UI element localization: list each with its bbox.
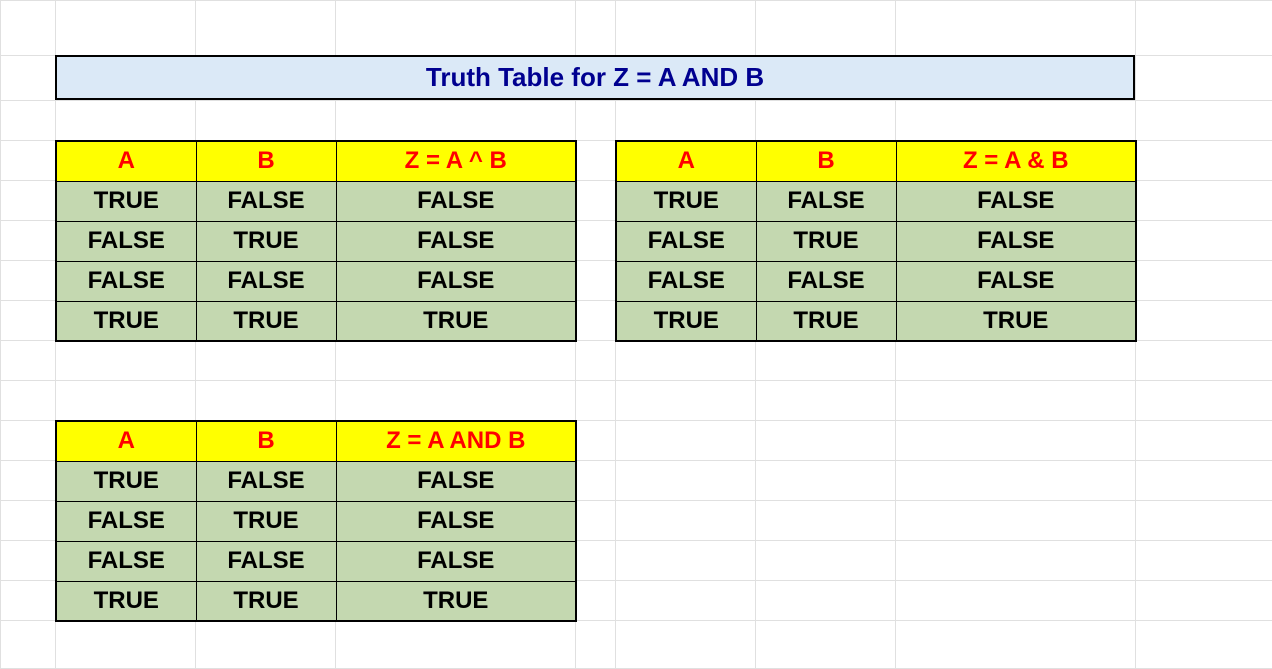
table-cell: FALSE xyxy=(336,461,576,501)
table-row: FALSETRUEFALSE xyxy=(56,501,576,541)
table-cell: FALSE xyxy=(756,181,896,221)
table-cell: TRUE xyxy=(56,181,196,221)
table-cell: FALSE xyxy=(56,541,196,581)
table-header-cell: Z = A AND B xyxy=(336,421,576,461)
table-cell: TRUE xyxy=(56,581,196,621)
table-header-cell: B xyxy=(196,421,336,461)
table-cell: FALSE xyxy=(56,261,196,301)
table-cell: FALSE xyxy=(336,501,576,541)
table-header-cell: B xyxy=(196,141,336,181)
table-cell: TRUE xyxy=(196,221,336,261)
table-row: TRUEFALSEFALSE xyxy=(616,181,1136,221)
table-header-cell: A xyxy=(56,141,196,181)
table-row: TRUETRUETRUE xyxy=(56,581,576,621)
table-cell: TRUE xyxy=(336,581,576,621)
table-cell: FALSE xyxy=(896,181,1136,221)
table-header-cell: Z = A & B xyxy=(896,141,1136,181)
table-cell: FALSE xyxy=(896,221,1136,261)
table-row: TRUEFALSEFALSE xyxy=(56,181,576,221)
title-banner: Truth Table for Z = A AND B xyxy=(55,55,1135,100)
truth-table: ABZ = A AND BTRUEFALSEFALSEFALSETRUEFALS… xyxy=(55,420,577,622)
table-cell: TRUE xyxy=(56,301,196,341)
table-cell: FALSE xyxy=(56,221,196,261)
table-cell: FALSE xyxy=(196,461,336,501)
table-cell: FALSE xyxy=(336,221,576,261)
table-row: TRUETRUETRUE xyxy=(56,301,576,341)
table-row: TRUEFALSEFALSE xyxy=(56,461,576,501)
table-header-cell: B xyxy=(756,141,896,181)
table-cell: FALSE xyxy=(196,261,336,301)
table-cell: TRUE xyxy=(196,501,336,541)
table-row: FALSETRUEFALSE xyxy=(56,221,576,261)
table-cell: FALSE xyxy=(56,501,196,541)
table-row: FALSEFALSEFALSE xyxy=(616,261,1136,301)
table-row: FALSEFALSEFALSE xyxy=(56,261,576,301)
table-header-cell: Z = A ^ B xyxy=(336,141,576,181)
table-cell: FALSE xyxy=(896,261,1136,301)
table-cell: FALSE xyxy=(336,181,576,221)
table-cell: TRUE xyxy=(56,461,196,501)
truth-table: ABZ = A & BTRUEFALSEFALSEFALSETRUEFALSEF… xyxy=(615,140,1137,342)
table-cell: TRUE xyxy=(756,301,896,341)
table-cell: TRUE xyxy=(196,581,336,621)
table-cell: FALSE xyxy=(616,221,756,261)
table-cell: FALSE xyxy=(616,261,756,301)
table-cell: TRUE xyxy=(756,221,896,261)
table-cell: TRUE xyxy=(196,301,336,341)
table-cell: TRUE xyxy=(616,301,756,341)
title-text: Truth Table for Z = A AND B xyxy=(426,62,764,93)
table-cell: TRUE xyxy=(896,301,1136,341)
table-cell: FALSE xyxy=(756,261,896,301)
table-cell: FALSE xyxy=(196,181,336,221)
truth-table: ABZ = A ^ BTRUEFALSEFALSEFALSETRUEFALSEF… xyxy=(55,140,577,342)
table-header-cell: A xyxy=(56,421,196,461)
table-row: TRUETRUETRUE xyxy=(616,301,1136,341)
table-cell: FALSE xyxy=(336,261,576,301)
table-row: FALSEFALSEFALSE xyxy=(56,541,576,581)
table-row: FALSETRUEFALSE xyxy=(616,221,1136,261)
table-cell: TRUE xyxy=(616,181,756,221)
table-cell: FALSE xyxy=(196,541,336,581)
table-cell: FALSE xyxy=(336,541,576,581)
table-cell: TRUE xyxy=(336,301,576,341)
table-header-cell: A xyxy=(616,141,756,181)
